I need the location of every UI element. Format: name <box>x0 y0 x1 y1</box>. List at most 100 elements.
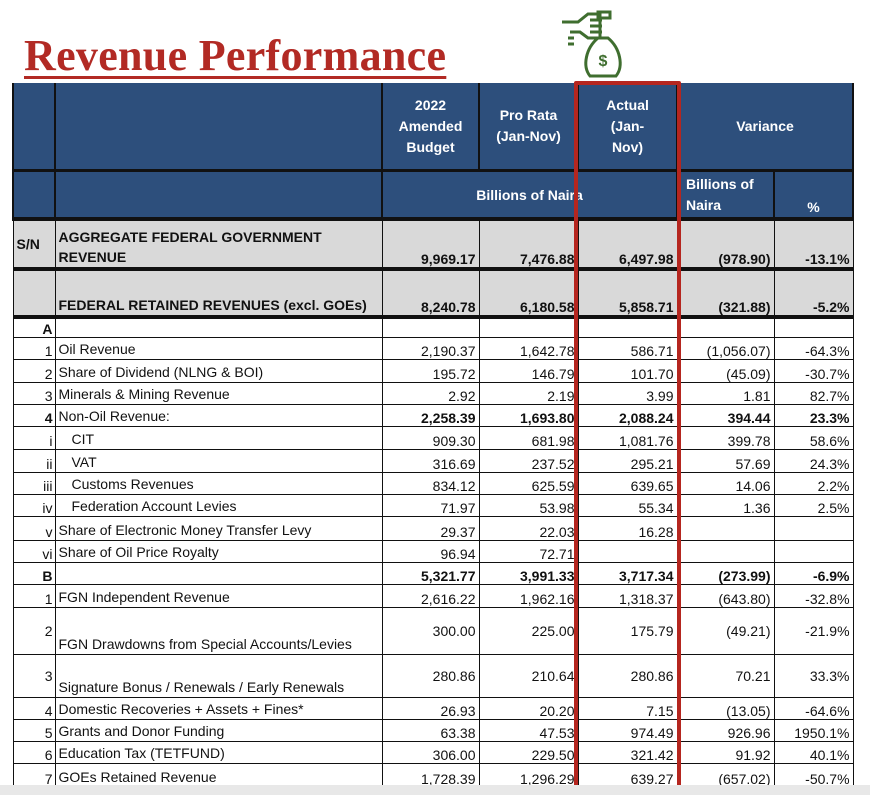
cell-budget: 280.86 <box>381 653 480 698</box>
cell-budget: 300.00 <box>381 606 480 655</box>
cell-desc: Oil Revenue <box>54 336 383 360</box>
cell-desc: Share of Dividend (NLNG & BOI) <box>54 358 383 383</box>
table-row: 6 Education Tax (TETFUND) 306.00 229.50 321.… <box>12 740 854 764</box>
cell-budget: 5,321.77 <box>381 561 480 585</box>
cell-var: (1,056.07) <box>676 336 775 360</box>
cell-pct: 2.5% <box>773 493 854 517</box>
cell-actual: 321.42 <box>577 740 678 764</box>
units-desc <box>54 170 383 221</box>
cell-pro-rata: 47.53 <box>478 718 579 742</box>
cell-pro-rata: 225.00 <box>478 606 579 655</box>
cell-var: (49.21) <box>676 606 775 655</box>
cell-pro-rata: 72.71 <box>478 539 579 563</box>
cell-var <box>676 316 775 338</box>
cell-var <box>676 515 775 541</box>
cell-var: 14.06 <box>676 471 775 495</box>
cell-budget: 2,190.37 <box>381 336 480 360</box>
units-row: Billions of Naira Billions of Naira % <box>12 170 855 221</box>
cell-actual <box>577 316 678 338</box>
cell-var: 926.96 <box>676 718 775 742</box>
cell-pct <box>773 316 854 338</box>
cell-actual: 5,858.71 <box>577 268 678 319</box>
table-row: iv Federation Account Levies 71.97 53.98 55.… <box>12 493 854 517</box>
cell-pct: -30.7% <box>773 358 854 383</box>
cell-budget: 834.12 <box>381 471 480 495</box>
cell-pro-rata: 1,962.16 <box>478 583 579 608</box>
table-row: 1 Oil Revenue 2,190.37 1,642.78 586.71 (1,056… <box>12 336 854 360</box>
cell-budget: 306.00 <box>381 740 480 764</box>
table-row: v Share of Electronic Money Transfer Levy… <box>12 515 854 541</box>
cell-budget: 2.92 <box>381 381 480 405</box>
cell-sn: 1 <box>12 583 56 608</box>
cell-pro-rata <box>478 316 579 338</box>
cell-actual: 639.65 <box>577 471 678 495</box>
cell-actual: 16.28 <box>577 515 678 541</box>
cell-desc: FGN Drawdowns from Special Accounts/Levi… <box>54 606 383 655</box>
cell-var: (13.05) <box>676 696 775 720</box>
cell-desc: Share of Electronic Money Transfer Levy <box>54 515 383 541</box>
table-row: iii Customs Revenues 834.12 625.59 639.65 14.… <box>12 471 854 495</box>
header-desc <box>54 83 383 172</box>
cell-actual: 6,497.98 <box>577 218 678 271</box>
cell-pct <box>773 539 854 563</box>
cell-actual: 280.86 <box>577 653 678 698</box>
table-row: 7 GOEs Retained Revenue 1,728.39 1,296.29 63… <box>12 762 854 788</box>
table-row: 4 Domestic Recoveries + Assets + Fines* 26… <box>12 696 854 720</box>
cell-desc: Domestic Recoveries + Assets + Fines* <box>54 696 383 720</box>
cell-actual: 3.99 <box>577 381 678 405</box>
cell-sn: 3 <box>12 653 56 698</box>
cell-desc: Minerals & Mining Revenue <box>54 381 383 405</box>
cell-desc: Share of Oil Price Royalty <box>54 539 383 563</box>
table-row: 1 FGN Independent Revenue 2,616.22 1,962.16… <box>12 583 854 608</box>
summary-row: FEDERAL RETAINED REVENUES (excl. GOEs) 8,… <box>12 268 854 319</box>
cell-actual: 1,318.37 <box>577 583 678 608</box>
table-row: vi Share of Oil Price Royalty 96.94 72.71 <box>12 539 854 563</box>
cell-actual: 55.34 <box>577 493 678 517</box>
header-actual: Actual (Jan-Nov) <box>577 83 678 172</box>
cell-budget: 909.30 <box>381 425 480 450</box>
cell-pct: 58.6% <box>773 425 854 450</box>
cell-var: (657.02) <box>676 762 775 788</box>
cell-sn: iii <box>12 471 56 495</box>
header-pro-rata: Pro Rata (Jan-Nov) <box>478 83 579 172</box>
cell-pct: 82.7% <box>773 381 854 405</box>
cell-actual: 7.15 <box>577 696 678 720</box>
cell-pro-rata: 53.98 <box>478 493 579 517</box>
cell-pct: -21.9% <box>773 606 854 655</box>
cell-pct: -5.2% <box>773 268 854 319</box>
cell-pro-rata: 210.64 <box>478 653 579 698</box>
cell-actual: 3,717.34 <box>577 561 678 585</box>
page-title: Revenue Performance <box>24 31 447 80</box>
cell-var: (978.90) <box>676 218 775 271</box>
cell-budget: 2,616.22 <box>381 583 480 608</box>
cell-sn: 2 <box>12 358 56 383</box>
cell-budget: 195.72 <box>381 358 480 383</box>
cell-desc: Federation Account Levies <box>54 493 383 517</box>
cell-pro-rata: 229.50 <box>478 740 579 764</box>
table-row: 2 FGN Drawdowns from Special Accounts/Lev… <box>12 606 854 655</box>
cell-var: 91.92 <box>676 740 775 764</box>
cell-desc: Non-Oil Revenue: <box>54 403 383 427</box>
cell-sn: 4 <box>12 696 56 720</box>
cell-pro-rata: 2.19 <box>478 381 579 405</box>
cell-budget: 8,240.78 <box>381 268 480 319</box>
cell-budget: 96.94 <box>381 539 480 563</box>
cell-sn: v <box>12 515 56 541</box>
cell-desc: FEDERAL RETAINED REVENUES (excl. GOEs) <box>54 268 383 319</box>
cell-actual: 1,081.76 <box>577 425 678 450</box>
cell-pct: 1950.1% <box>773 718 854 742</box>
cell-pro-rata: 681.98 <box>478 425 579 450</box>
table-row: ii VAT 316.69 237.52 295.21 57.69 24.3% <box>12 448 854 473</box>
cell-sn: 6 <box>12 740 56 764</box>
cell-pct: -32.8% <box>773 583 854 608</box>
cell-pct: 2.2% <box>773 471 854 495</box>
table-row: A <box>12 316 854 338</box>
cell-budget: 26.93 <box>381 696 480 720</box>
cell-sn: 2 <box>12 606 56 655</box>
cell-sn <box>12 268 56 319</box>
header-budget: 2022 Amended Budget <box>381 83 480 172</box>
svg-text:$: $ <box>599 53 608 70</box>
cell-pro-rata: 3,991.33 <box>478 561 579 585</box>
cell-budget: 63.38 <box>381 718 480 742</box>
cell-budget: 29.37 <box>381 515 480 541</box>
